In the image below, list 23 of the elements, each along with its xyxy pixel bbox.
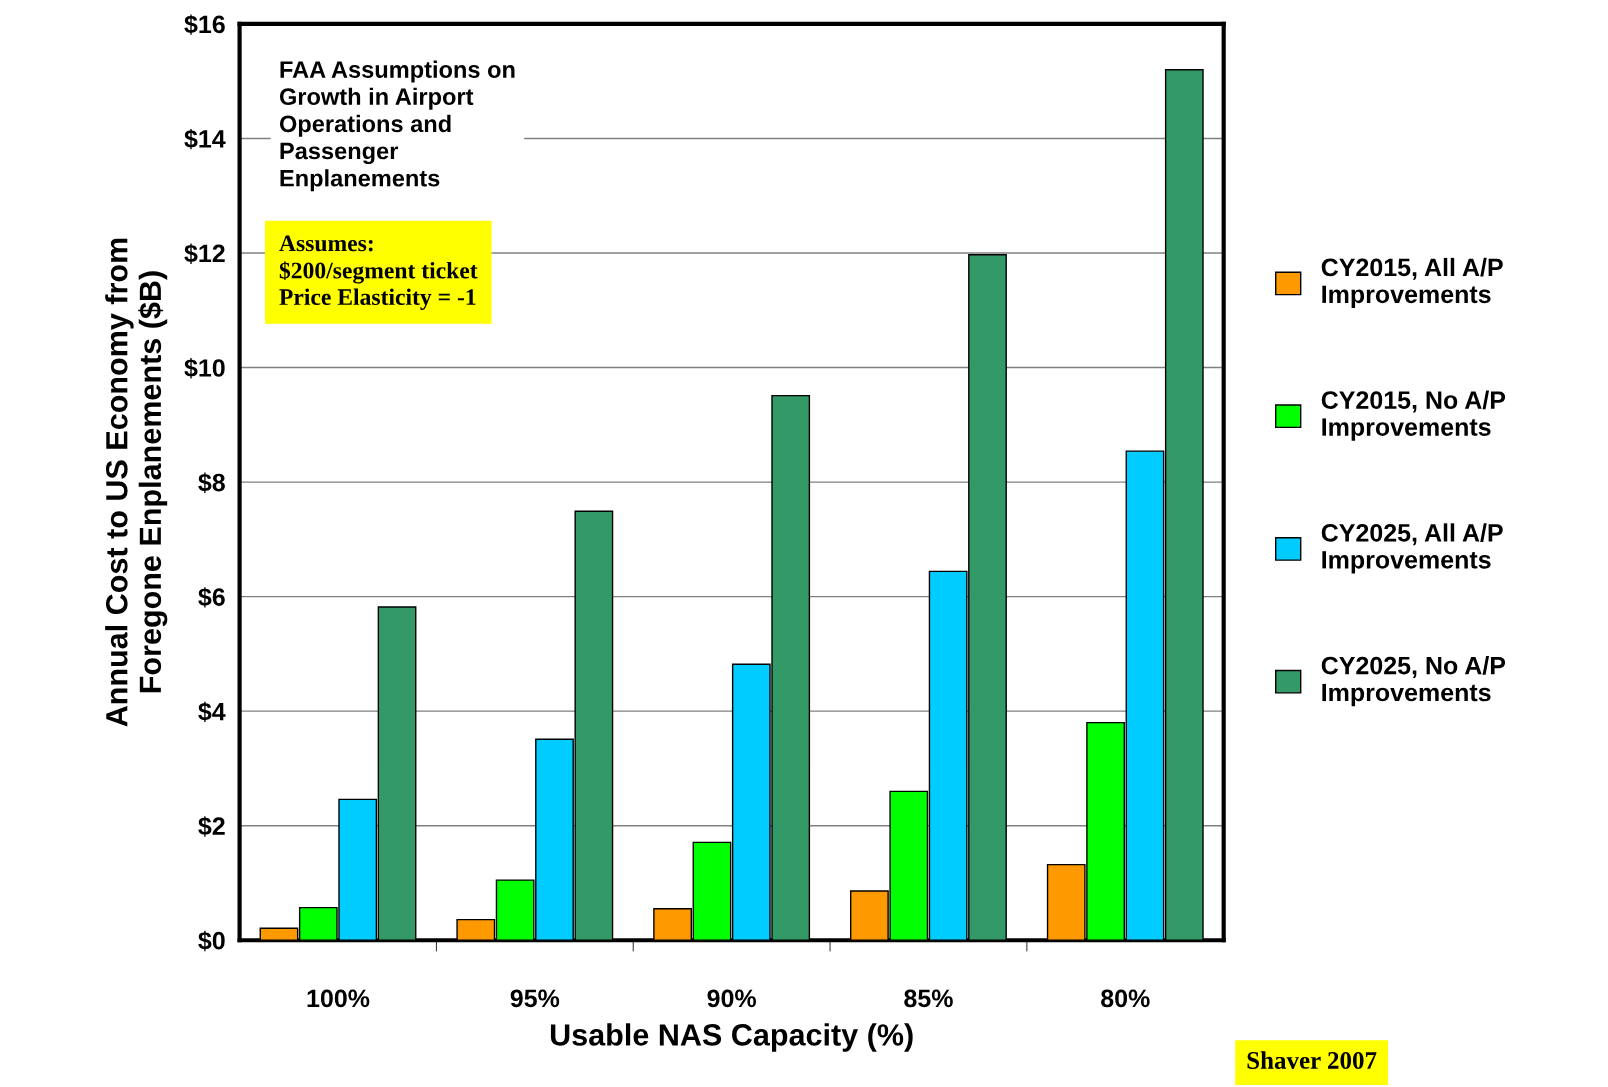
legend-label: CY2025, No A/P Improvements [1321,656,1506,707]
y-tick-label: $6 [198,587,225,608]
y-tick-label: $12 [184,243,225,264]
x-tick-label: 80% [1101,989,1150,1008]
y-tick-label: $2 [198,816,225,837]
legend-label: CY2015, All A/P Improvements [1321,257,1503,309]
y-tick-label: $8 [198,472,225,493]
y-tick-label: $0 [198,930,225,952]
legend-label: CY2015, No A/P Improvements [1321,390,1506,441]
y-axis-title: Annual Cost to US Economy from Foregone Enplanements ($B) [105,238,168,727]
y-tick-label: $16 [184,14,225,35]
x-axis-title: Usable NAS Capacity (%) [550,1023,913,1052]
annotation: FAA Assumptions on Growth in Airport Operations and Passenger Enplanements [279,60,515,192]
x-tick-label: 95% [510,989,560,1008]
x-tick-label: 100% [307,989,370,1008]
text: Shaver 2007 [1247,1051,1377,1069]
legend-label: CY2025, All A/P Improvements [1321,523,1503,574]
x-tick-label: 85% [904,989,953,1008]
y-tick-label: $14 [184,128,226,150]
x-tick-label: 90% [707,989,756,1008]
y-tick-label: $10 [184,358,225,379]
annotation: Assumes: $200/segment ticket Price Elasticity = -1 [279,235,478,310]
y-tick-label: $4 [198,701,226,723]
